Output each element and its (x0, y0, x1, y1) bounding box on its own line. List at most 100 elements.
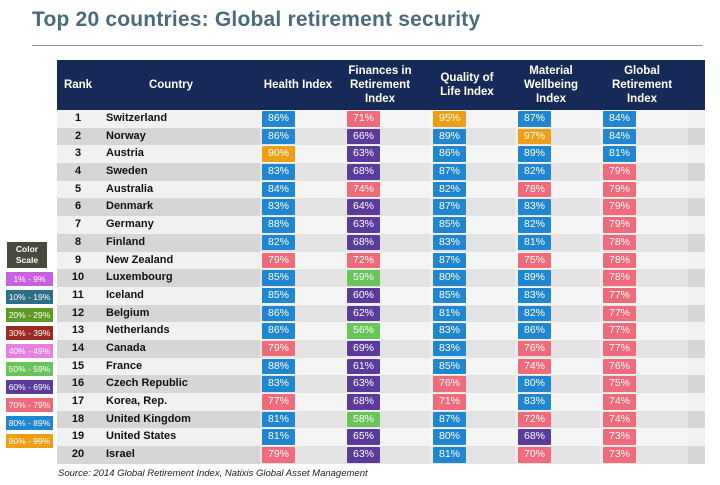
quality-value-cell: 85% (433, 217, 466, 233)
health-value-cell: 88% (262, 217, 295, 233)
quality-value-cell: 85% (433, 287, 466, 304)
country-cell: Austria (106, 147, 144, 160)
health-value-cell: 77% (262, 394, 295, 410)
health-value-cell: 83% (262, 199, 295, 215)
country-cell: Finland (106, 235, 146, 248)
health-value-cell: 88% (262, 358, 295, 375)
finances-value-cell: 69% (347, 340, 380, 357)
rank-cell: 4 (74, 165, 82, 178)
material-value-cell: 76% (518, 340, 551, 357)
table-row: 17 Korea, Rep. 77% 68% 71% 83% 74% (57, 393, 705, 411)
table-row: 18 United Kingdom 81% 58% 87% 72% 74% (57, 410, 705, 429)
quality-value-cell: 85% (433, 358, 466, 375)
country-cell: Luxembourg (106, 271, 173, 284)
material-value-cell: 82% (518, 217, 551, 233)
rank-cell: 6 (74, 200, 82, 213)
material-value-cell: 86% (518, 323, 551, 339)
table-row: 20 Israel 79% 63% 81% 70% 73% (57, 446, 705, 464)
country-cell: France (106, 359, 143, 372)
material-value-cell: 87% (518, 111, 551, 127)
rank-cell: 10 (71, 271, 85, 284)
quality-value-cell: 82% (433, 181, 466, 198)
country-cell: Netherlands (106, 324, 170, 337)
finances-value-cell: 60% (347, 287, 380, 304)
rank-cell: 1 (74, 112, 82, 124)
quality-value-cell: 83% (433, 340, 466, 357)
rank-cell: 2 (74, 129, 82, 142)
health-value-cell: 86% (262, 323, 295, 339)
quality-value-cell: 87% (433, 164, 466, 180)
rank-cell: 9 (74, 253, 82, 266)
quality-value-cell: 83% (433, 234, 466, 251)
global-value-cell: 79% (603, 217, 636, 233)
rank-cell: 8 (74, 235, 82, 248)
country-cell: Sweden (106, 165, 148, 178)
rank-cell: 11 (72, 288, 84, 301)
global-value-cell: 84% (603, 111, 636, 127)
table-row: 13 Netherlands 86% 56% 83% 86% 77% (57, 322, 705, 340)
health-value-cell: 82% (262, 234, 295, 251)
quality-value-cell: 76% (433, 376, 466, 392)
table-row: 12 Belgium 86% 62% 81% 82% 77% (57, 304, 705, 323)
title-divider (32, 45, 703, 46)
color-scale-swatch: 70% - 79% (6, 398, 53, 412)
material-value-cell: 75% (518, 252, 551, 268)
table-row: 15 France 88% 61% 85% 74% 76% (57, 357, 705, 376)
rank-cell: 18 (71, 412, 85, 425)
color-scale-swatch: 1% - 9% (6, 272, 53, 286)
health-value-cell: 79% (262, 340, 295, 357)
table-row: 9 New Zealand 79% 72% 87% 75% 78% (57, 251, 705, 270)
color-scale-swatch: 40% - 49% (6, 344, 53, 358)
finances-value-cell: 66% (347, 128, 380, 145)
quality-value-cell: 80% (433, 429, 466, 445)
quality-value-cell: 89% (433, 128, 466, 145)
health-value-cell: 83% (262, 376, 295, 392)
color-scale-legend: Color Scale 1% - 9% 10% - 19% 20% - 29% 30%… (6, 242, 53, 448)
material-value-cell: 68% (518, 429, 551, 445)
quality-value-cell: 86% (433, 146, 466, 162)
quality-value-cell: 95% (433, 111, 466, 127)
global-value-cell: 79% (603, 181, 636, 198)
material-value-cell: 89% (518, 270, 551, 286)
table-body: 1 Switzerland 86% 71% 95% 87% 84% 2 Norway 86% 66%… (57, 110, 705, 464)
material-value-cell: 82% (518, 164, 551, 180)
country-cell: Australia (106, 182, 154, 195)
material-value-cell: 83% (518, 394, 551, 410)
header-country: Country (148, 79, 194, 91)
country-cell: Norway (106, 129, 146, 142)
table-row: 5 Australia 84% 74% 82% 78% 79% (57, 180, 705, 199)
table-row: 19 United States 81% 65% 80% 68% 73% (57, 428, 705, 447)
finances-value-cell: 63% (347, 376, 380, 392)
rank-cell: 19 (71, 430, 85, 443)
table-row: 1 Switzerland 86% 71% 95% 87% 84% (57, 110, 705, 128)
country-cell: Israel (106, 448, 135, 461)
health-value-cell: 81% (262, 411, 295, 428)
global-value-cell: 79% (603, 164, 636, 180)
table-row: 6 Denmark 83% 64% 87% 83% 79% (57, 198, 705, 217)
health-value-cell: 85% (262, 270, 295, 286)
material-value-cell: 74% (518, 358, 551, 375)
table-row: 14 Canada 79% 69% 83% 76% 77% (57, 339, 705, 358)
rank-cell: 7 (74, 218, 82, 231)
table-row: 4 Sweden 83% 68% 87% 82% 79% (57, 163, 705, 181)
material-value-cell: 80% (518, 376, 551, 392)
country-cell: Iceland (106, 288, 144, 301)
ranking-table: Rank Country Health Index Finances in Re… (57, 60, 705, 464)
global-value-cell: 77% (603, 305, 636, 322)
quality-value-cell: 81% (433, 447, 466, 463)
table-row: 8 Finland 82% 68% 83% 81% 78% (57, 233, 705, 252)
country-cell: Czech Republic (106, 377, 188, 390)
global-value-cell: 78% (603, 252, 636, 268)
country-cell: Belgium (106, 306, 150, 319)
color-scale-swatch: 80% - 89% (6, 416, 53, 430)
material-value-cell: 97% (518, 128, 551, 145)
country-cell: Switzerland (106, 112, 168, 124)
rank-cell: 17 (71, 395, 85, 407)
health-value-cell: 86% (262, 128, 295, 145)
country-cell: Korea, Rep. (106, 395, 168, 407)
finances-value-cell: 68% (347, 394, 380, 410)
quality-value-cell: 87% (433, 252, 466, 268)
country-cell: Canada (106, 341, 146, 354)
table-row: 2 Norway 86% 66% 89% 97% 84% (57, 127, 705, 146)
country-cell: Denmark (106, 200, 154, 213)
